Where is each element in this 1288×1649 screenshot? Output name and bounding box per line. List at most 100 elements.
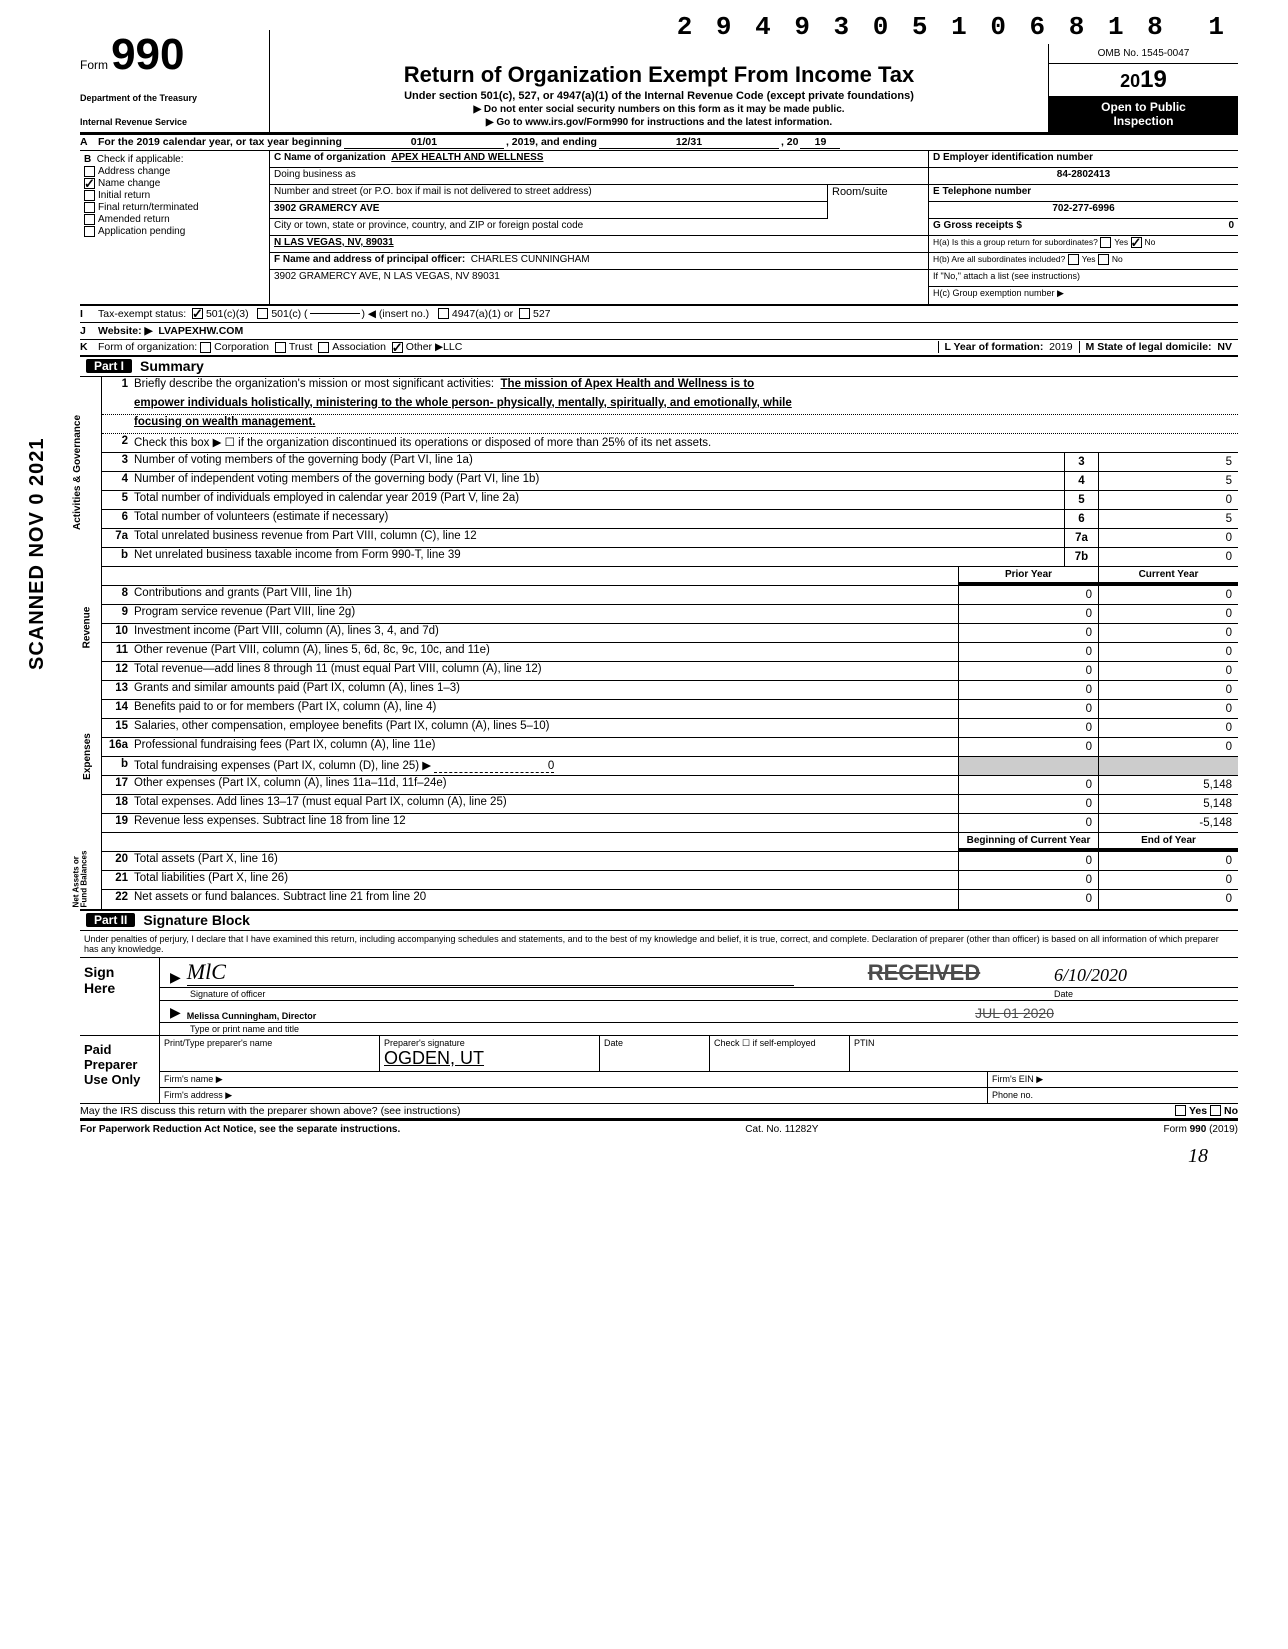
part-ii-num: Part II	[86, 913, 135, 927]
pra-notice: For Paperwork Reduction Act Notice, see …	[80, 1124, 400, 1135]
mission-3: focusing on wealth management.	[130, 415, 1238, 433]
colb-checkbox-1[interactable]	[84, 178, 95, 189]
501c-insert[interactable]	[310, 313, 360, 314]
line-a-text3: , 20	[781, 136, 799, 149]
year-prefix: 20	[1120, 71, 1140, 91]
colb-checkbox-5[interactable]	[84, 226, 95, 237]
dln-suffix: 1	[1208, 12, 1228, 42]
discuss-yes-checkbox[interactable]	[1175, 1105, 1186, 1116]
l12-cy: 0	[1098, 662, 1238, 680]
tax-year-box: 2019	[1049, 64, 1238, 97]
l7a-val: 0	[1098, 529, 1238, 547]
assoc-label: Association	[332, 341, 386, 353]
open-to-public: Open to Public Inspection	[1049, 97, 1238, 131]
firm-addr-label: Firm's address ▶	[160, 1088, 988, 1103]
year-formation-label: L Year of formation:	[945, 341, 1044, 353]
l18-text: Total expenses. Add lines 13–17 (must eq…	[130, 795, 958, 813]
colb-label-3: Final return/terminated	[98, 202, 199, 213]
l11-cy: 0	[1098, 643, 1238, 661]
received-date-stamp: JUL 01 2020	[975, 1005, 1054, 1021]
hb-label: H(b) Are all subordinates included?	[933, 254, 1065, 264]
org-name: APEX HEALTH AND WELLNESS	[391, 152, 543, 163]
col-d-right: D Employer identification number 84-2802…	[928, 151, 1238, 304]
officer-name-title: Melissa Cunningham, Director	[187, 1011, 975, 1021]
trust-checkbox[interactable]	[275, 342, 286, 353]
l10-cy: 0	[1098, 624, 1238, 642]
colb-item-5: Application pending	[84, 226, 265, 237]
l21-boy: 0	[958, 871, 1098, 889]
501c-checkbox[interactable]	[257, 308, 268, 319]
l9-text: Program service revenue (Part VIII, line…	[130, 605, 958, 623]
line-a: A For the 2019 calendar year, or tax yea…	[80, 135, 1238, 151]
l11-text: Other revenue (Part VIII, column (A), li…	[130, 643, 958, 661]
l16b-cy-grey	[1098, 757, 1238, 775]
revenue-section: Revenue Prior YearCurrent Year 8Contribu…	[80, 567, 1238, 681]
ein-value: 84-2802413	[929, 168, 1238, 185]
paid-preparer-label: PaidPreparerUse Only	[80, 1036, 160, 1103]
l8-cy: 0	[1098, 586, 1238, 604]
l20-text: Total assets (Part X, line 16)	[130, 852, 958, 870]
colb-item-1: Name change	[84, 178, 265, 189]
4947-checkbox[interactable]	[438, 308, 449, 319]
line-a-text1: For the 2019 calendar year, or tax year …	[98, 136, 342, 149]
l6-text: Total number of volunteers (estimate if …	[130, 510, 1064, 528]
colb-item-4: Amended return	[84, 214, 265, 225]
hb-line: H(b) Are all subordinates included? Yes …	[929, 253, 1238, 270]
l20-boy: 0	[958, 852, 1098, 870]
l16a-cy: 0	[1098, 738, 1238, 756]
rev-vlabel: Revenue	[81, 606, 92, 648]
type-name-label: Type or print name and title	[190, 1024, 299, 1034]
state-domicile-label: M State of legal domicile:	[1086, 341, 1212, 353]
colb-item-3: Final return/terminated	[84, 202, 265, 213]
l5-text: Total number of individuals employed in …	[130, 491, 1064, 509]
form-header: Form 990 Department of the Treasury Inte…	[80, 30, 1238, 135]
gross-value: 0	[1228, 220, 1234, 231]
501c3-checkbox[interactable]	[192, 308, 203, 319]
hb-no-checkbox[interactable]	[1098, 254, 1109, 265]
l16b-val: 0	[434, 760, 554, 773]
l2-text: Check this box ▶ ☐ if the organization d…	[130, 434, 1238, 452]
l7b-val: 0	[1098, 548, 1238, 566]
corp-checkbox[interactable]	[200, 342, 211, 353]
street-value: 3902 GRAMERCY AVE	[274, 203, 379, 217]
assoc-checkbox[interactable]	[318, 342, 329, 353]
line-a-text2: , 2019, and ending	[506, 136, 597, 149]
website-label: Website: ▶	[98, 325, 153, 337]
colb-checkbox-2[interactable]	[84, 190, 95, 201]
other-checkbox[interactable]	[392, 342, 403, 353]
date-label: Date	[1054, 989, 1234, 999]
website-value: LVAPEXHW.COM	[158, 325, 243, 337]
prep-sig-cell: Preparer's signature OGDEN, UT	[380, 1036, 600, 1071]
colb-checkbox-3[interactable]	[84, 202, 95, 213]
received-stamp: RECEIVED	[868, 960, 980, 985]
l17-text: Other expenses (Part IX, column (A), lin…	[130, 776, 958, 794]
tax-year-yy: 19	[800, 136, 840, 149]
l1-label: Briefly describe the organization's miss…	[134, 378, 494, 390]
exp-vtab: Expenses	[80, 681, 102, 833]
527-checkbox[interactable]	[519, 308, 530, 319]
check-if-self-employed: Check ☐ if self-employed	[710, 1036, 850, 1071]
dba-label: Doing business as	[274, 169, 356, 183]
header-left: Form 990 Department of the Treasury Inte…	[80, 30, 270, 132]
ha-no-checkbox[interactable]	[1131, 237, 1142, 248]
l17-cy: 5,148	[1098, 776, 1238, 794]
eoy-hdr: End of Year	[1098, 833, 1238, 851]
l19-py: 0	[958, 814, 1098, 832]
ha-label: H(a) Is this a group return for subordin…	[933, 237, 1098, 247]
prior-year-hdr: Prior Year	[958, 567, 1098, 585]
form-number: 990	[111, 30, 184, 79]
hb-yes-checkbox[interactable]	[1068, 254, 1079, 265]
room-suite-label: Room/suite	[828, 185, 928, 219]
sign-here-row: SignHere ▶ MlC RECEIVED 6/10/2020 Signat…	[80, 958, 1238, 1036]
ha-yes-checkbox[interactable]	[1100, 237, 1111, 248]
discuss-yes: Yes	[1189, 1105, 1207, 1117]
paid-preparer-row: PaidPreparerUse Only Print/Type preparer…	[80, 1036, 1238, 1104]
colb-checkbox-4[interactable]	[84, 214, 95, 225]
footer: For Paperwork Reduction Act Notice, see …	[80, 1121, 1238, 1135]
discuss-no-checkbox[interactable]	[1210, 1105, 1221, 1116]
col-b-checkboxes: B Check if applicable: Address changeNam…	[80, 151, 270, 304]
527-label: 527	[533, 308, 551, 320]
signature-block: Under penalties of perjury, I declare th…	[80, 931, 1238, 1121]
insert-no: ) ◀ (insert no.)	[362, 308, 430, 320]
l6-val: 5	[1098, 510, 1238, 528]
